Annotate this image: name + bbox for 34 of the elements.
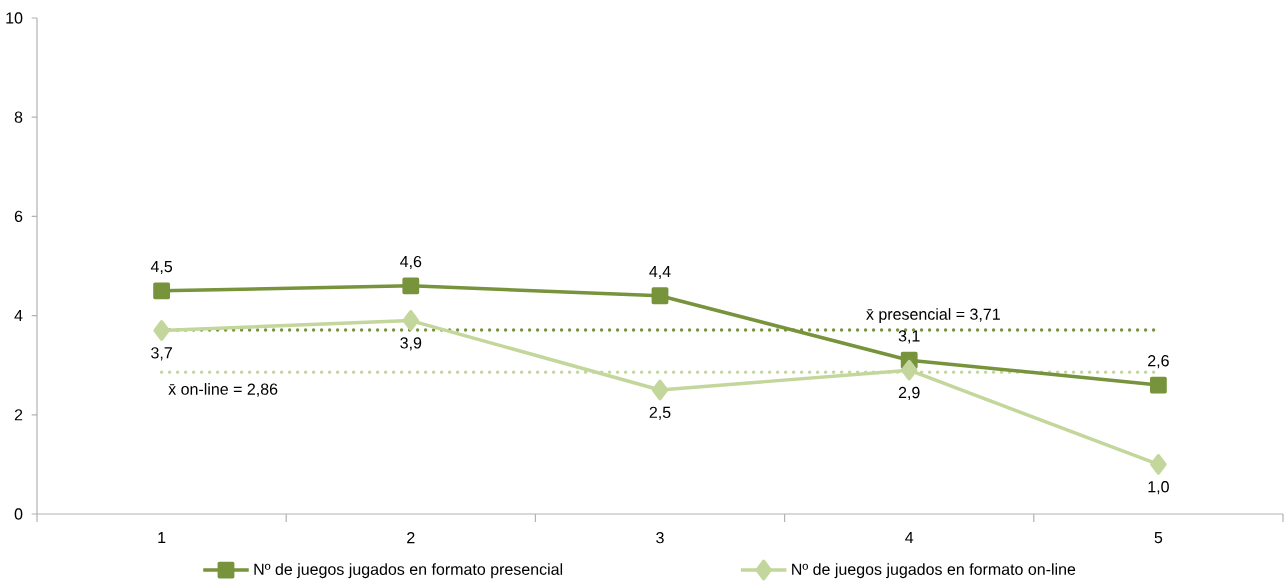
point [1149,376,1167,394]
legend-label: Nº de juegos jugados en formato presencial [254,563,563,579]
data-label: 2,5 [649,406,671,420]
point [1150,453,1167,475]
point [402,277,420,295]
point [651,379,669,401]
data-label: 1,0 [1148,481,1169,495]
point [402,310,420,331]
point [900,359,918,381]
data-label: 3,7 [151,347,172,361]
point [153,320,170,341]
data-label: 3,1 [898,330,920,344]
ref-line-label: x̄ presencial = 3,71 [866,308,1000,324]
y-tick-label: 6 [14,210,23,223]
y-tick-label: 0 [14,508,23,520]
data-label: 2,9 [898,386,920,401]
data-label: 3,9 [400,337,422,351]
x-tick-label: 4 [905,532,914,544]
data-label: 2,6 [1148,355,1169,369]
x-tick-label: 3 [656,532,664,544]
x-tick-label: 5 [1154,532,1163,544]
point [651,287,669,305]
x-tick-label: 1 [158,532,166,544]
y-tick-label: 10 [6,12,23,24]
ref-line-label: x̄ on-line = 2,86 [168,383,278,397]
data-label: 4,6 [400,255,422,270]
y-tick-label: 2 [14,409,23,421]
y-tick-label: 4 [14,310,23,322]
point [153,282,171,300]
y-tick-label: 8 [14,111,23,123]
data-label: 4,4 [649,265,671,280]
data-label: 4,5 [150,261,173,275]
x-tick-label: 2 [407,532,415,544]
legend-label: Nº de juegos jugados en formato on-line [792,563,1076,579]
